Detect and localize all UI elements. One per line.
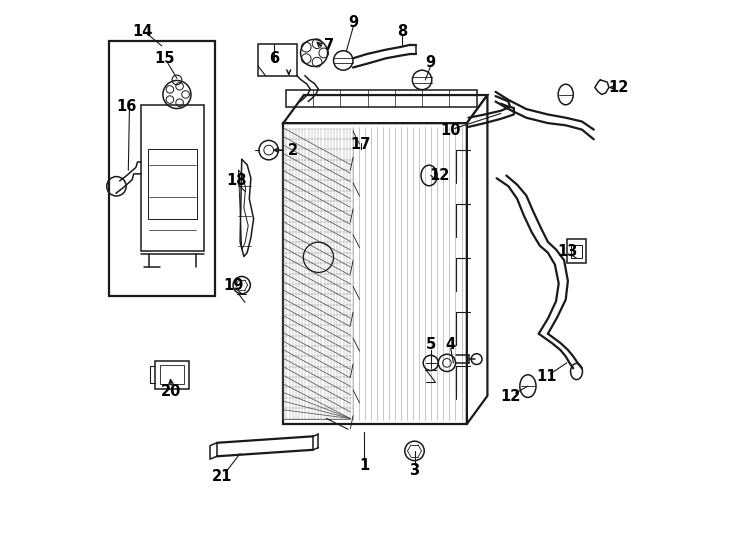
Bar xyxy=(258,44,297,76)
Text: 8: 8 xyxy=(397,24,407,39)
Text: 5: 5 xyxy=(426,337,436,352)
Polygon shape xyxy=(283,95,487,123)
Text: 12: 12 xyxy=(500,389,520,404)
Text: 13: 13 xyxy=(558,244,578,259)
Text: 9: 9 xyxy=(349,15,359,30)
Bar xyxy=(159,365,184,384)
Bar xyxy=(571,245,582,258)
Text: 17: 17 xyxy=(350,137,371,152)
Text: 12: 12 xyxy=(608,80,628,95)
Text: 12: 12 xyxy=(429,168,450,183)
Bar xyxy=(567,239,586,263)
Text: 10: 10 xyxy=(440,123,461,138)
Text: 15: 15 xyxy=(154,51,175,66)
Text: 18: 18 xyxy=(226,173,247,188)
Bar xyxy=(109,40,215,296)
Polygon shape xyxy=(156,361,189,389)
Text: 21: 21 xyxy=(212,469,233,484)
Text: 2: 2 xyxy=(288,143,297,158)
Text: 14: 14 xyxy=(133,24,153,39)
Text: 4: 4 xyxy=(446,337,456,352)
Text: 1: 1 xyxy=(359,458,369,473)
Bar xyxy=(141,105,204,251)
Text: 19: 19 xyxy=(223,278,243,293)
Text: 6: 6 xyxy=(269,51,279,66)
Text: 9: 9 xyxy=(426,55,436,70)
Text: 7: 7 xyxy=(324,38,334,53)
Text: 16: 16 xyxy=(117,99,137,114)
Polygon shape xyxy=(283,123,467,424)
Text: 20: 20 xyxy=(161,384,182,399)
Text: 3: 3 xyxy=(410,463,420,478)
Bar xyxy=(286,90,476,107)
Polygon shape xyxy=(467,95,487,424)
Text: 11: 11 xyxy=(536,369,556,384)
Bar xyxy=(148,148,197,219)
